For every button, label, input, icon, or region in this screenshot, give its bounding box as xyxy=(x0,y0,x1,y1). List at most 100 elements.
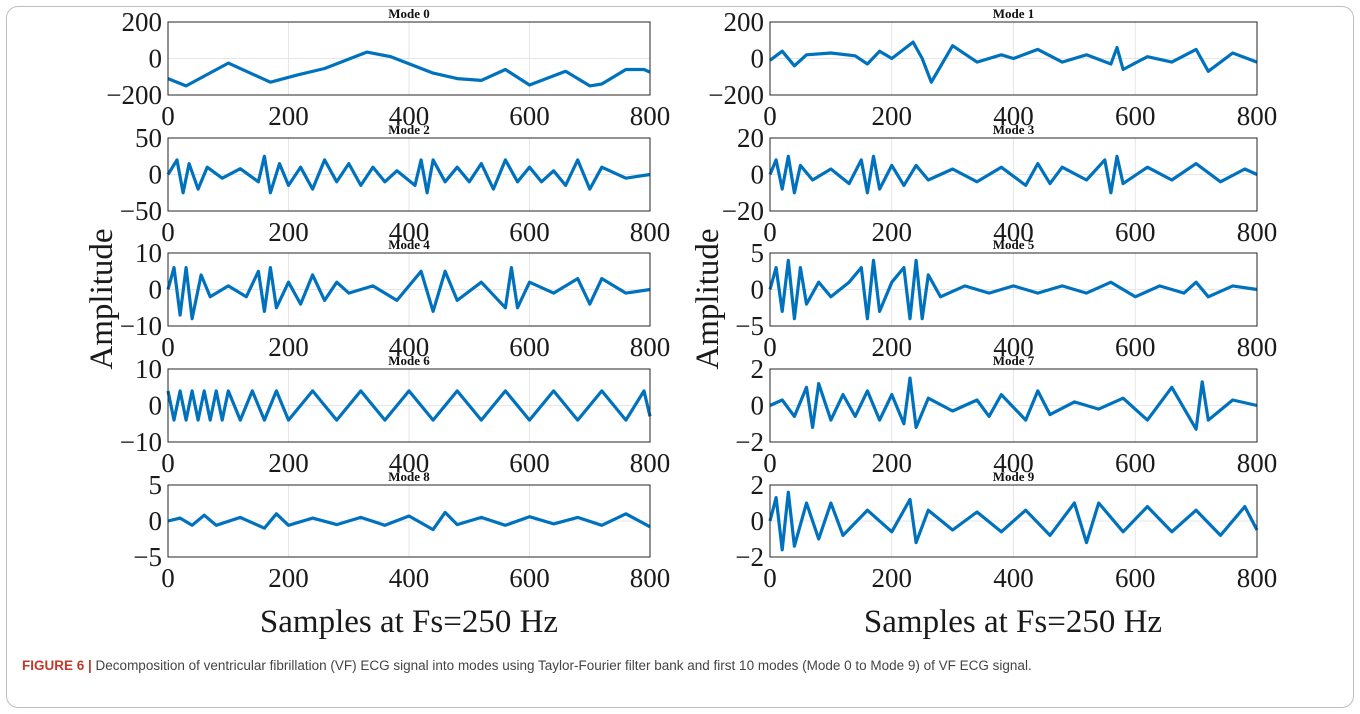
x-tick-label: 600 xyxy=(1115,332,1156,362)
y-tick-label: 0 xyxy=(751,391,765,421)
x-tick-label: 200 xyxy=(268,448,309,478)
y-tick-label: 0 xyxy=(149,44,163,74)
y-tick-label: −5 xyxy=(133,542,162,572)
y-tick-label: 5 xyxy=(751,238,765,268)
x-tick-label: 0 xyxy=(161,217,175,247)
panel-title: Mode 7 xyxy=(993,353,1035,368)
x-tick-label: 0 xyxy=(763,448,777,478)
caption-text: Decomposition of ventricular fibrillatio… xyxy=(91,658,1032,673)
y-tick-label: 2 xyxy=(751,470,765,500)
x-tick-label: 800 xyxy=(630,217,671,247)
x-tick-label: 800 xyxy=(630,563,671,593)
x-tick-label: 200 xyxy=(872,332,913,362)
x-tick-label: 0 xyxy=(763,217,777,247)
axes-box xyxy=(769,137,1258,212)
x-axis-label: Samples at Fs=250 Hz xyxy=(864,604,1162,640)
axes-box xyxy=(167,137,651,212)
panel-title: Mode 4 xyxy=(388,237,430,252)
y-tick-label: −200 xyxy=(106,80,162,110)
x-tick-label: 800 xyxy=(630,332,671,362)
x-tick-label: 400 xyxy=(389,448,430,478)
panel-title: Mode 5 xyxy=(993,237,1035,252)
x-tick-label: 600 xyxy=(509,332,550,362)
y-tick-label: 0 xyxy=(751,160,765,190)
mode-signal-line xyxy=(768,154,1258,195)
x-tick-label: 800 xyxy=(1237,332,1278,362)
x-tick-label: 600 xyxy=(509,217,550,247)
x-axis-label: Samples at Fs=250 Hz xyxy=(260,604,558,640)
x-tick-label: 400 xyxy=(389,332,430,362)
x-tick-label: 400 xyxy=(389,563,430,593)
y-tick-label: −5 xyxy=(735,311,764,341)
mode-signal-line xyxy=(769,376,1258,431)
figure-label: FIGURE 6 | xyxy=(22,658,92,673)
y-tick-label: 10 xyxy=(135,354,162,384)
x-tick-label: 800 xyxy=(1237,563,1278,593)
y-tick-label: 0 xyxy=(751,44,765,74)
y-tick-label: 0 xyxy=(149,506,163,536)
x-tick-label: 0 xyxy=(763,563,777,593)
x-tick-label: 0 xyxy=(161,448,175,478)
y-tick-label: −50 xyxy=(120,196,162,226)
x-tick-label: 400 xyxy=(389,217,430,247)
x-tick-label: 600 xyxy=(509,563,550,593)
axes-box xyxy=(167,21,651,96)
x-tick-label: 400 xyxy=(993,101,1034,131)
y-tick-label: 50 xyxy=(135,123,162,153)
axes-box xyxy=(769,252,1258,327)
y-tick-label: 0 xyxy=(751,506,765,536)
x-tick-label: 400 xyxy=(993,217,1034,247)
y-tick-label: 200 xyxy=(122,7,163,37)
mode-signal-line xyxy=(768,258,1258,321)
x-tick-label: 200 xyxy=(872,563,913,593)
panel-title: Mode 2 xyxy=(388,122,430,137)
mode-signal-line xyxy=(166,154,651,195)
x-tick-label: 600 xyxy=(1115,448,1156,478)
x-tick-label: 200 xyxy=(872,101,913,131)
x-tick-label: 400 xyxy=(993,448,1034,478)
x-tick-label: 600 xyxy=(509,101,550,131)
x-tick-label: 200 xyxy=(268,332,309,362)
mode-signal-line xyxy=(166,266,651,321)
panel-title: Mode 9 xyxy=(993,469,1035,484)
mode-signal-line xyxy=(768,490,1259,552)
mode-signal-line xyxy=(769,40,1258,84)
axes-box xyxy=(769,484,1258,558)
x-tick-label: 400 xyxy=(389,101,430,131)
axes-box xyxy=(769,368,1258,443)
y-tick-label: −10 xyxy=(120,427,162,457)
x-tick-label: 600 xyxy=(1115,563,1156,593)
y-axis-label: Amplitude xyxy=(690,228,726,369)
x-tick-label: 0 xyxy=(161,101,175,131)
x-tick-label: 800 xyxy=(1237,217,1278,247)
x-tick-label: 400 xyxy=(993,563,1034,593)
mode-signal-line xyxy=(167,50,651,88)
panel-title: Mode 0 xyxy=(388,6,430,21)
panel-title: Mode 3 xyxy=(993,122,1035,137)
x-tick-label: 200 xyxy=(872,217,913,247)
y-tick-label: 5 xyxy=(149,470,163,500)
x-tick-label: 400 xyxy=(993,332,1034,362)
x-tick-label: 800 xyxy=(630,101,671,131)
y-tick-label: 2 xyxy=(751,354,765,384)
x-tick-label: 0 xyxy=(763,332,777,362)
y-tick-label: −2 xyxy=(735,542,764,572)
axes-box xyxy=(769,21,1258,96)
y-tick-label: 0 xyxy=(149,160,163,190)
y-tick-label: 0 xyxy=(751,275,765,305)
x-tick-label: 200 xyxy=(268,563,309,593)
y-tick-label: −10 xyxy=(120,311,162,341)
y-tick-label: −200 xyxy=(708,80,764,110)
x-tick-label: 200 xyxy=(872,448,913,478)
mode-signal-line xyxy=(166,389,652,422)
y-tick-label: 10 xyxy=(135,238,162,268)
